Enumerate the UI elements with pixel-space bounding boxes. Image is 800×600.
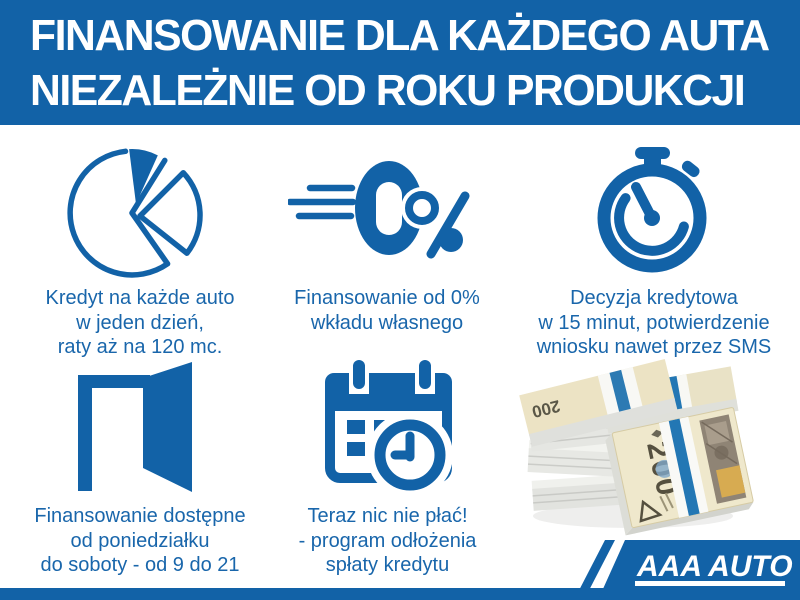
feature-text-deferred-payment: Teraz nic nie płać! - program odłożenia … [298, 505, 477, 576]
headline-line-1: FINANSOWANIE DLA KAŻDEGO AUTA [30, 11, 770, 60]
feature-text-zero-percent: Finansowanie od 0% wkładu własnego [294, 287, 480, 334]
feature-text-opening-hours: Finansowanie dostępne od poniedziałku do… [34, 505, 246, 576]
open-door-icon [78, 362, 192, 492]
speed-lines-icon [288, 184, 357, 220]
banknote-bundle: 200 [605, 407, 754, 536]
pie-chart-icon [67, 148, 203, 278]
headline-line-2: NIEZALEŻNIE OD ROKU PRODUKCJI [30, 66, 746, 115]
header-banner: FINANSOWANIE DLA KAŻDEGO AUTA NIEZALEŻNI… [0, 0, 800, 125]
feature-text-decision: Decyzja kredytowa w 15 minut, potwierdze… [536, 287, 772, 358]
logo-text: AAA AUTO [636, 550, 793, 583]
calendar-clock-icon [325, 360, 453, 498]
feature-text-credit: Kredyt na każde auto w jeden dzień, raty… [45, 287, 235, 358]
money-stacks-image: 200 200 [519, 359, 754, 536]
zero-percent-icon [288, 161, 470, 259]
aaa-auto-logo: AAA AUTO [574, 540, 800, 600]
stopwatch-icon [597, 147, 707, 273]
logo-stripe [574, 540, 615, 600]
